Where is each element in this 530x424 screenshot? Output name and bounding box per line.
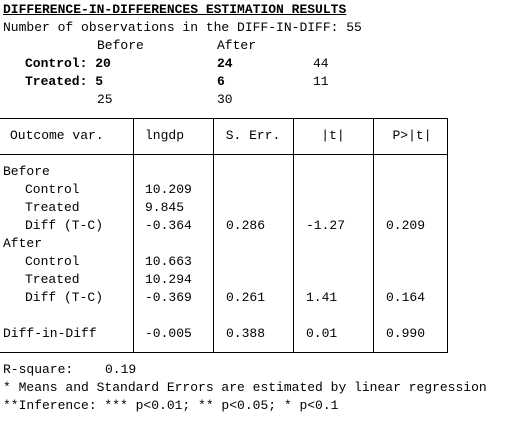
cell: 10.663 [145,254,192,269]
count-total: 11 [313,74,329,89]
note: **Inference: *** p<0.01; ** p<0.05; * p<… [3,398,339,413]
column-header: lngdp [145,128,185,143]
row-label: Control [25,182,80,197]
cell: -0.005 [145,326,192,341]
row-label: Diff (T-C) [25,218,104,233]
r-square-label: R-square: [3,362,74,377]
count-total: 30 [217,92,233,107]
section-label: Diff-in-Diff [3,326,97,341]
cell: -0.369 [145,290,192,305]
column-header: S. Err. [225,128,281,143]
row-label: Control [25,254,80,269]
cell: -0.364 [145,218,192,233]
section-label: After [3,236,43,251]
count-label: Treated: 5 [25,74,104,89]
rule [0,154,448,155]
column-header: P>|t| [392,128,432,143]
cell: 1.41 [306,290,338,305]
cell: 0.990 [386,326,426,341]
column-rule [293,118,294,353]
rule [0,352,448,353]
cell: 0.388 [226,326,266,341]
section-label: Before [3,164,50,179]
count-label: Control: 20 [25,56,111,71]
column-rule [133,118,134,353]
count-column: Before [97,38,144,53]
row-label: Treated [25,200,80,215]
cell: 9.845 [145,200,185,215]
column-rule [373,118,374,353]
count-total: 25 [97,92,113,107]
rule [0,118,448,119]
cell: -1.27 [306,218,346,233]
column-header: Outcome var. [10,128,104,143]
row-label: Diff (T-C) [25,290,104,305]
row-label: Treated [25,272,80,287]
column-rule [213,118,214,353]
cell: 0.286 [226,218,266,233]
count-total: 44 [313,56,329,71]
cell: 0.261 [226,290,266,305]
count-value: 6 [217,74,225,89]
column-rule [447,118,448,353]
count-column: After [217,38,257,53]
count-value: 24 [217,56,233,71]
note: * Means and Standard Errors are estimate… [3,380,487,395]
r-square: 0.19 [105,362,137,377]
observations: Number of observations in the DIFF-IN-DI… [3,20,362,35]
cell: 10.209 [145,182,192,197]
cell: 0.164 [386,290,426,305]
cell: 10.294 [145,272,192,287]
cell: 0.01 [306,326,338,341]
title: DIFFERENCE-IN-DIFFERENCES ESTIMATION RES… [3,2,347,17]
column-header: |t| [321,128,345,143]
cell: 0.209 [386,218,426,233]
